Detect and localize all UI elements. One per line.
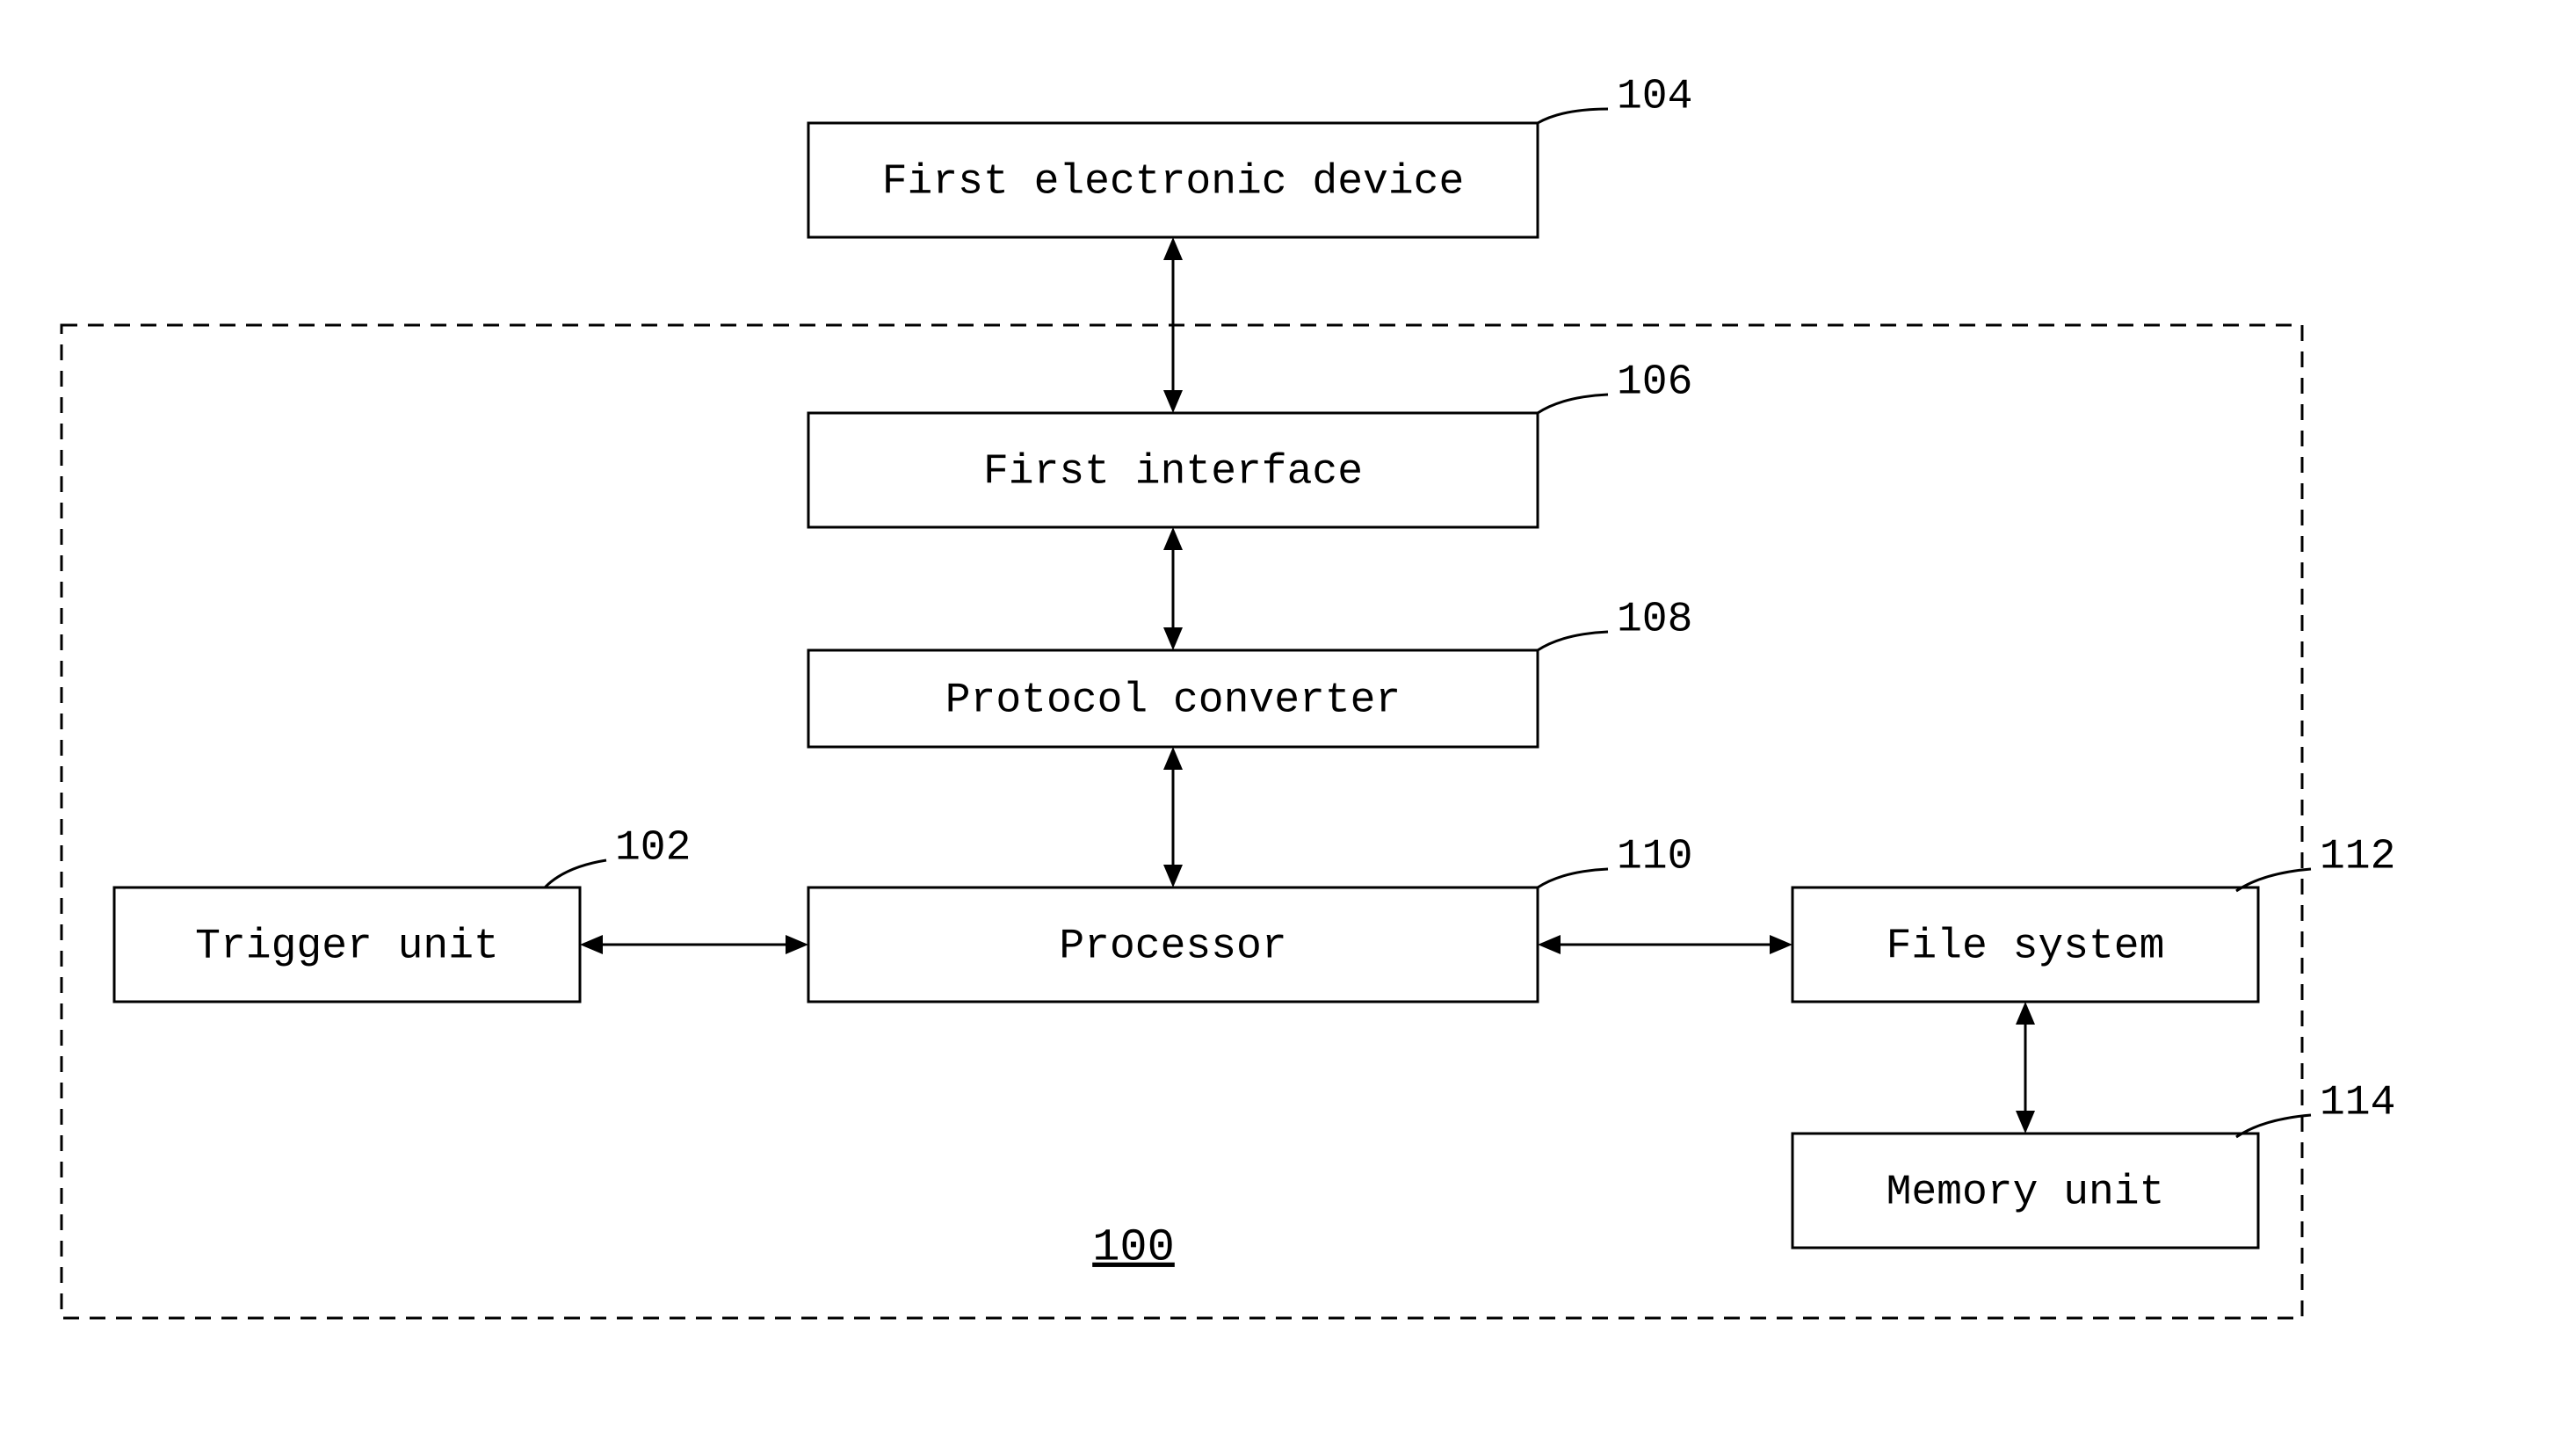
arrow-head bbox=[1538, 935, 1561, 954]
protocol_conv-leader bbox=[1538, 632, 1608, 650]
arrow-head bbox=[2016, 1002, 2035, 1025]
arrow-head bbox=[1770, 935, 1792, 954]
first_device-label: First electronic device bbox=[882, 159, 1465, 206]
arrow-head bbox=[580, 935, 603, 954]
memory_unit-ref: 114 bbox=[2320, 1080, 2395, 1127]
first_interface-ref: 106 bbox=[1617, 359, 1692, 407]
protocol_conv-label: Protocol converter bbox=[945, 677, 1401, 725]
arrow-head bbox=[1163, 527, 1183, 550]
first_device-leader bbox=[1538, 109, 1608, 123]
file_system-ref: 112 bbox=[2320, 834, 2395, 881]
processor-ref: 110 bbox=[1617, 834, 1692, 881]
first_interface-leader bbox=[1538, 395, 1608, 413]
arrow-head bbox=[1163, 237, 1183, 260]
trigger_unit-ref: 102 bbox=[615, 825, 691, 873]
first_interface-block: First interface 106 bbox=[808, 359, 1692, 527]
arrow-head bbox=[786, 935, 808, 954]
arrow-head bbox=[1163, 627, 1183, 650]
first_device-ref: 104 bbox=[1617, 74, 1692, 121]
container-ref: 100 bbox=[1092, 1222, 1175, 1274]
processor-label: Processor bbox=[1059, 924, 1286, 971]
file_system-label: File system bbox=[1887, 924, 2165, 971]
first_interface-label: First interface bbox=[983, 449, 1363, 496]
protocol_conv-block: Protocol converter 108 bbox=[808, 597, 1692, 747]
trigger_unit-block: Trigger unit 102 bbox=[114, 825, 691, 1002]
processor-block: Processor 110 bbox=[808, 834, 1692, 1002]
memory_unit-block: Memory unit 114 bbox=[1792, 1080, 2395, 1248]
arrow-head bbox=[1163, 865, 1183, 887]
arrow-head bbox=[1163, 390, 1183, 413]
processor-leader bbox=[1538, 869, 1608, 887]
trigger_unit-label: Trigger unit bbox=[195, 924, 499, 971]
first_device-block: First electronic device 104 bbox=[808, 74, 1692, 237]
arrow-head bbox=[1163, 747, 1183, 770]
trigger_unit-leader bbox=[545, 860, 606, 887]
file_system-block: File system 112 bbox=[1792, 834, 2395, 1002]
protocol_conv-ref: 108 bbox=[1617, 597, 1692, 644]
arrow-head bbox=[2016, 1111, 2035, 1134]
memory_unit-label: Memory unit bbox=[1887, 1170, 2165, 1217]
